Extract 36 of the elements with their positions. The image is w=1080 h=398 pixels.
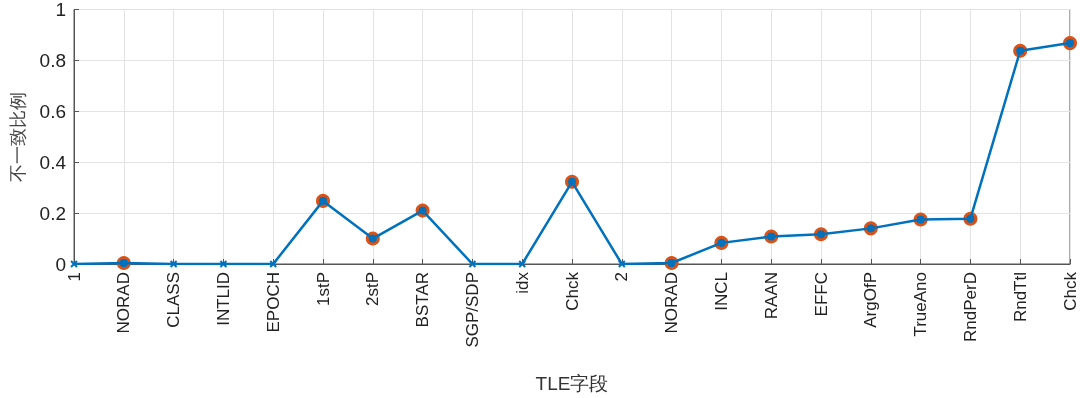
x-tick-label: 2stP bbox=[363, 272, 383, 307]
x-tick-label: BSTAR bbox=[413, 272, 433, 328]
x-tick-label: ArgOfP bbox=[861, 272, 881, 328]
x-tick-label: 2 bbox=[612, 272, 632, 282]
x-tick-label: RndPerD bbox=[960, 272, 980, 342]
y-tick-label: 0.8 bbox=[39, 49, 66, 71]
point bbox=[70, 260, 78, 268]
x-tick-label: EPOCH bbox=[263, 272, 283, 333]
point bbox=[518, 260, 527, 268]
point bbox=[269, 260, 278, 268]
x-tick-label: EFFC bbox=[811, 272, 831, 317]
x-tick-label: SGP/SDP bbox=[462, 272, 482, 348]
x-tick-label: INTLID bbox=[213, 272, 233, 326]
x-tick-label: idx bbox=[512, 271, 532, 294]
point bbox=[468, 260, 477, 268]
point bbox=[169, 260, 178, 268]
x-axis-title: TLE字段 bbox=[535, 373, 609, 394]
y-tick-label: 0.2 bbox=[39, 202, 66, 224]
y-tick-label: 0 bbox=[55, 253, 66, 275]
y-tick-label: 1 bbox=[55, 0, 66, 20]
point bbox=[617, 260, 626, 268]
x-tick-label: CLASS bbox=[164, 272, 184, 328]
x-tick-label: TrueAno bbox=[911, 272, 931, 337]
x-tick-label: NORAD bbox=[114, 272, 134, 334]
x-tick-label: Chck bbox=[562, 271, 582, 311]
x-tick-label: NORAD bbox=[662, 272, 682, 334]
y-tick-label: 0.4 bbox=[39, 151, 67, 173]
x-tick-label: 1stP bbox=[313, 272, 333, 307]
x-tick-label: RndTtl bbox=[1010, 272, 1030, 323]
point bbox=[219, 260, 228, 268]
x-tick-label: INCL bbox=[711, 272, 731, 311]
x-tick-label: Chck bbox=[1060, 271, 1080, 311]
x-tick-label: 1 bbox=[64, 272, 84, 282]
y-tick-label: 0.6 bbox=[39, 100, 66, 122]
y-axis-title: 不一致比例 bbox=[6, 91, 28, 182]
x-tick-label: RAAN bbox=[761, 272, 781, 320]
